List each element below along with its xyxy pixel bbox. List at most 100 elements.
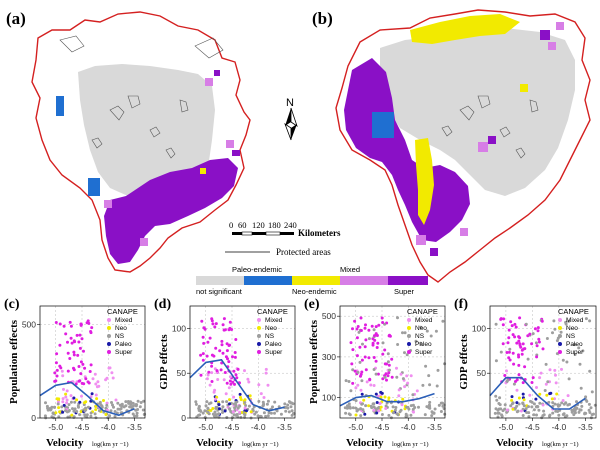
data-point (421, 383, 425, 387)
legend-entry: Super (115, 349, 133, 356)
data-point (527, 415, 531, 419)
data-point (521, 342, 525, 346)
data-point (405, 405, 409, 409)
legend-marker (558, 342, 562, 346)
legend-marker (107, 350, 111, 354)
data-point (551, 411, 555, 415)
data-point (194, 400, 198, 404)
legend-title: CANAPE (107, 307, 138, 316)
legend-marker (107, 326, 111, 330)
data-point (405, 353, 409, 357)
data-point (541, 403, 545, 407)
data-point (424, 364, 428, 368)
data-point (73, 400, 77, 404)
data-point (562, 402, 566, 406)
data-point (62, 403, 66, 407)
data-point (83, 414, 87, 418)
panel-label: (d) (154, 297, 171, 312)
data-point (248, 394, 252, 398)
data-point (290, 409, 294, 413)
data-point (236, 367, 240, 371)
data-point (395, 412, 399, 416)
data-point (86, 319, 90, 323)
data-point (218, 407, 221, 411)
legend-entry: Neo (115, 325, 127, 332)
data-point (534, 405, 538, 409)
data-point (234, 373, 238, 377)
data-point (109, 409, 113, 413)
data-point (530, 342, 534, 346)
data-point (541, 414, 545, 418)
scale-unit: Kilometers (298, 228, 341, 238)
data-point (75, 410, 79, 413)
data-point (497, 411, 501, 415)
data-point (509, 404, 513, 408)
legend-entry: Super (415, 349, 433, 356)
x-axis-unit: log(km yr −1) (242, 441, 279, 448)
data-point (365, 380, 369, 384)
data-point (257, 399, 261, 403)
data-point (201, 358, 205, 362)
data-point (264, 371, 268, 375)
plot-frame (39, 305, 146, 419)
data-point (589, 406, 593, 410)
legend-entry: Neo (265, 325, 277, 332)
data-point (506, 341, 510, 345)
data-point (517, 396, 521, 400)
data-point (83, 366, 87, 370)
data-point (201, 352, 205, 356)
data-point (419, 325, 423, 329)
data-point (360, 402, 364, 406)
data-point (405, 374, 409, 378)
data-point (359, 407, 363, 411)
data-point (266, 414, 270, 418)
data-point (78, 346, 82, 350)
data-point (86, 380, 90, 384)
y-tick-label: 500 (322, 311, 336, 321)
data-point (544, 382, 548, 386)
legend-swatch-paleo (244, 276, 292, 285)
data-point (243, 406, 247, 410)
data-point (223, 409, 227, 413)
data-point (588, 319, 592, 323)
data-point (209, 401, 213, 405)
data-point (222, 317, 226, 321)
data-point (112, 405, 115, 409)
data-point (562, 412, 566, 416)
data-point (511, 351, 515, 355)
data-point (361, 408, 365, 412)
x-axis-unit: log(km yr −1) (392, 441, 429, 448)
y-tick-label: 100 (472, 323, 486, 333)
data-point (355, 336, 359, 340)
data-point (77, 405, 80, 409)
data-point (513, 322, 517, 326)
data-point (356, 370, 360, 374)
data-point (104, 413, 108, 416)
data-point (245, 409, 248, 413)
data-point (227, 360, 231, 364)
data-point (555, 352, 559, 356)
data-point (383, 375, 387, 379)
legend-entry: NS (566, 333, 576, 340)
data-point (93, 372, 97, 376)
data-point (518, 342, 522, 346)
data-point (510, 324, 514, 328)
data-point (443, 362, 447, 366)
data-point (220, 339, 224, 343)
data-point (210, 364, 214, 368)
data-point (94, 393, 98, 397)
data-point (220, 408, 224, 412)
data-point (541, 347, 545, 351)
data-point (573, 410, 577, 414)
data-point (359, 414, 363, 418)
legend-title: CANAPE (407, 307, 438, 316)
data-point (411, 407, 415, 411)
data-point (259, 414, 263, 418)
data-point (372, 356, 376, 359)
data-point (548, 368, 552, 372)
data-point (111, 403, 114, 407)
data-point (511, 401, 515, 405)
data-point (208, 336, 212, 340)
data-point (273, 400, 277, 404)
